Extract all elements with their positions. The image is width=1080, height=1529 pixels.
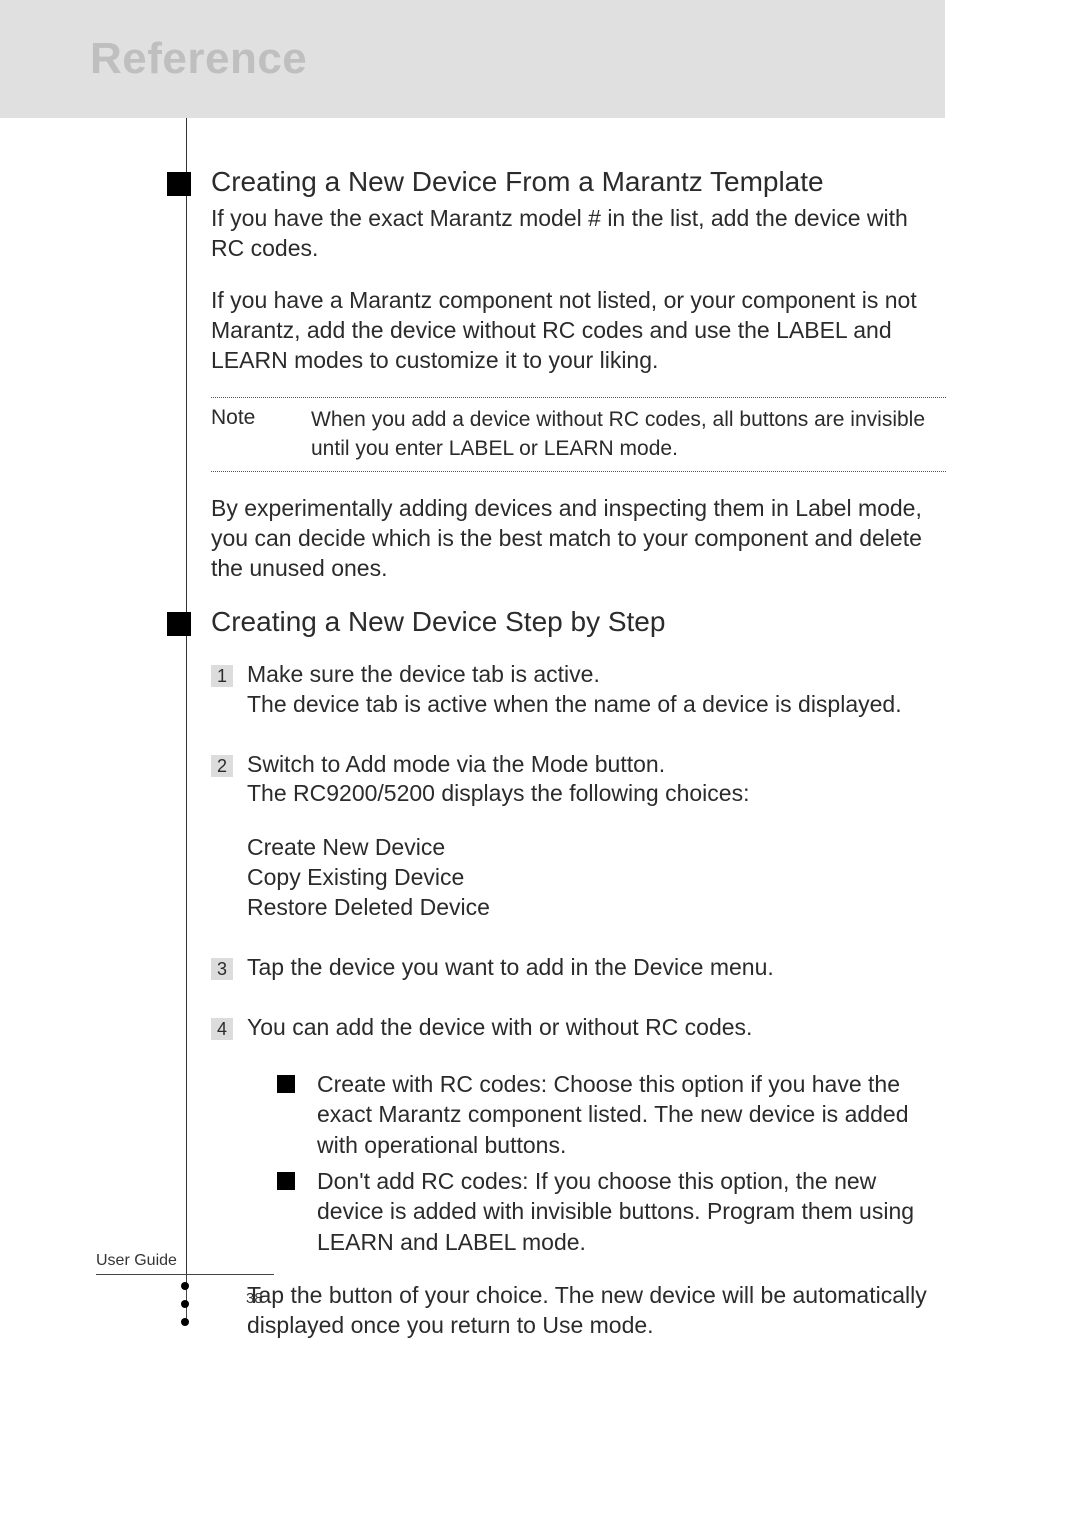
section1-paragraph-1: If you have the exact Marantz model # in… [211,204,946,264]
step-item: 1 Make sure the device tab is active. Th… [211,660,946,720]
section1-title: Creating a New Device From a Marantz Tem… [211,166,946,198]
step-sub-line: Create New Device [247,833,749,863]
page-number: 38 [246,1290,263,1307]
bullet-text: Create with RC codes: Choose this option… [317,1069,946,1160]
bullet-list: Create with RC codes: Choose this option… [277,1069,946,1257]
dot-icon [181,1282,189,1290]
step-body: You can add the device with or without R… [247,1013,946,1341]
step-body: Switch to Add mode via the Mode button. … [247,750,749,923]
section1-paragraph-2: If you have a Marantz component not list… [211,286,946,376]
steps-list: 1 Make sure the device tab is active. Th… [211,660,946,1341]
footer-dots [181,1282,189,1336]
step-sub-line: Copy Existing Device [247,863,749,893]
step-line: The RC9200/5200 displays the following c… [247,779,749,809]
step-body: Make sure the device tab is active. The … [247,660,902,720]
step-number: 2 [211,755,233,777]
user-guide-label: User Guide [96,1252,177,1270]
step-number: 1 [211,665,233,687]
step-item: 4 You can add the device with or without… [211,1013,946,1341]
step-line: You can add the device with or without R… [247,1013,946,1043]
footer-rule-horizontal [96,1274,274,1275]
note-text: When you add a device without RC codes, … [311,406,946,463]
step-item: 2 Switch to Add mode via the Mode button… [211,750,946,923]
footer: User Guide 38 [0,1252,300,1332]
bullet-item: Don't add RC codes: If you choose this o… [277,1166,946,1257]
step-line: Make sure the device tab is active. [247,660,902,690]
step-number: 3 [211,958,233,980]
header-title: Reference [90,34,307,84]
square-bullet-icon [277,1172,295,1190]
step-line: Tap the device you want to add in the De… [247,953,774,983]
bullet-item: Create with RC codes: Choose this option… [277,1069,946,1160]
dot-icon [181,1318,189,1326]
bullet-text: Don't add RC codes: If you choose this o… [317,1166,946,1257]
page: Reference Creating a New Device From a M… [0,0,1080,1529]
square-bullet-icon [277,1075,295,1093]
dot-icon [181,1300,189,1308]
step-line: The device tab is active when the name o… [247,690,902,720]
step-number: 4 [211,1018,233,1040]
header-bar: Reference [0,0,945,118]
section2-title: Creating a New Device Step by Step [211,606,946,638]
content-column: Creating a New Device From a Marantz Tem… [186,118,946,1286]
step-sublist: Create New Device Copy Existing Device R… [247,833,749,923]
note-block: Note When you add a device without RC co… [211,397,946,472]
step-tail: Tap the button of your choice. The new d… [247,1281,946,1341]
note-label: Note [211,406,311,463]
step-body: Tap the device you want to add in the De… [247,953,774,983]
step-sub-line: Restore Deleted Device [247,893,749,923]
step-item: 3 Tap the device you want to add in the … [211,953,946,983]
section1-paragraph-3: By experimentally adding devices and ins… [211,494,946,584]
step-line: Switch to Add mode via the Mode button. [247,750,749,780]
